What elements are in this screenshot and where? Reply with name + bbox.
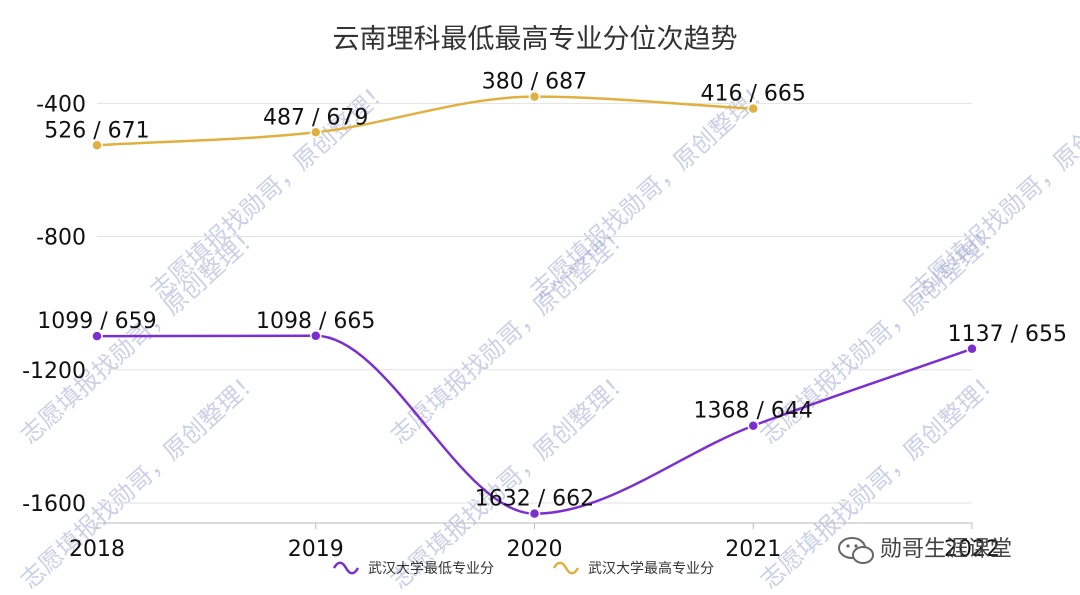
x-tick-label: 2021 bbox=[725, 537, 781, 562]
legend[interactable]: 武汉大学最低专业分 武汉大学最高专业分 bbox=[332, 560, 714, 577]
y-axis: -400 -800 -1200 -1600 bbox=[22, 92, 86, 517]
legend-swatch bbox=[552, 561, 580, 575]
data-label: 1098 / 665 bbox=[256, 309, 375, 334]
data-point bbox=[310, 330, 322, 342]
data-label: 416 / 665 bbox=[701, 82, 806, 107]
data-label: 526 / 671 bbox=[44, 118, 149, 143]
data-point bbox=[966, 343, 978, 355]
x-tick-label: 2020 bbox=[507, 537, 563, 562]
data-label: 1368 / 644 bbox=[694, 399, 813, 424]
x-tick-label: 2018 bbox=[69, 537, 125, 562]
footer-brand: 勋哥生涯课堂 bbox=[838, 537, 1012, 564]
x-tick-label: 2022 bbox=[944, 537, 1000, 562]
y-tick-label: -1600 bbox=[22, 492, 86, 517]
data-label: 380 / 687 bbox=[482, 70, 587, 95]
legend-item-0[interactable]: 武汉大学最低专业分 bbox=[332, 561, 494, 577]
series-line bbox=[96, 95, 754, 147]
watermark-text: 志愿填报找勋哥，原创整理！ bbox=[525, 75, 776, 305]
data-point bbox=[747, 102, 759, 115]
y-tick-label: -400 bbox=[36, 92, 86, 117]
data-label: 1632 / 662 bbox=[475, 487, 594, 512]
grid-lines bbox=[97, 102, 972, 504]
watermark-text: 志愿填报找勋哥，原创整理！ bbox=[905, 75, 1080, 305]
y-tick-label: -1200 bbox=[22, 359, 86, 384]
x-axis: 2018 2019 2020 2021 2022 bbox=[69, 522, 1000, 562]
legend-label: 武汉大学最低专业分 bbox=[368, 561, 494, 577]
wechat-icon bbox=[838, 537, 874, 564]
x-tick-label: 2019 bbox=[288, 537, 344, 562]
data-point bbox=[91, 139, 103, 152]
data-point bbox=[528, 90, 541, 103]
footer-text: 勋哥生涯课堂 bbox=[880, 537, 1012, 562]
series-1: 526 / 671 487 / 679 380 / 687 416 / 665 bbox=[44, 70, 806, 152]
data-label: 487 / 679 bbox=[263, 105, 368, 130]
data-label: 1137 / 655 bbox=[948, 322, 1067, 347]
legend-swatch bbox=[332, 561, 360, 575]
data-point bbox=[747, 419, 759, 432]
data-point bbox=[91, 330, 103, 342]
series-layer: 1099 / 659 1098 / 665 1632 / 662 1368 / 644… bbox=[37, 70, 1067, 520]
y-tick-label: -800 bbox=[36, 226, 86, 251]
series-0: 1099 / 659 1098 / 665 1632 / 662 1368 / 644… bbox=[37, 309, 1067, 520]
data-point bbox=[528, 507, 541, 520]
data-point bbox=[310, 126, 322, 139]
legend-label: 武汉大学最高专业分 bbox=[588, 560, 714, 577]
watermark-layer: 志愿填报找勋哥，原创整理！ 志愿填报找勋哥，原创整理！ 志愿填报找勋哥，原创整理！志… bbox=[15, 75, 1080, 595]
data-label: 1099 / 659 bbox=[37, 309, 156, 334]
legend-item-1[interactable]: 武汉大学最高专业分 bbox=[552, 560, 714, 577]
chart-title: 云南理科最低最高专业分位次趋势 bbox=[333, 24, 738, 55]
